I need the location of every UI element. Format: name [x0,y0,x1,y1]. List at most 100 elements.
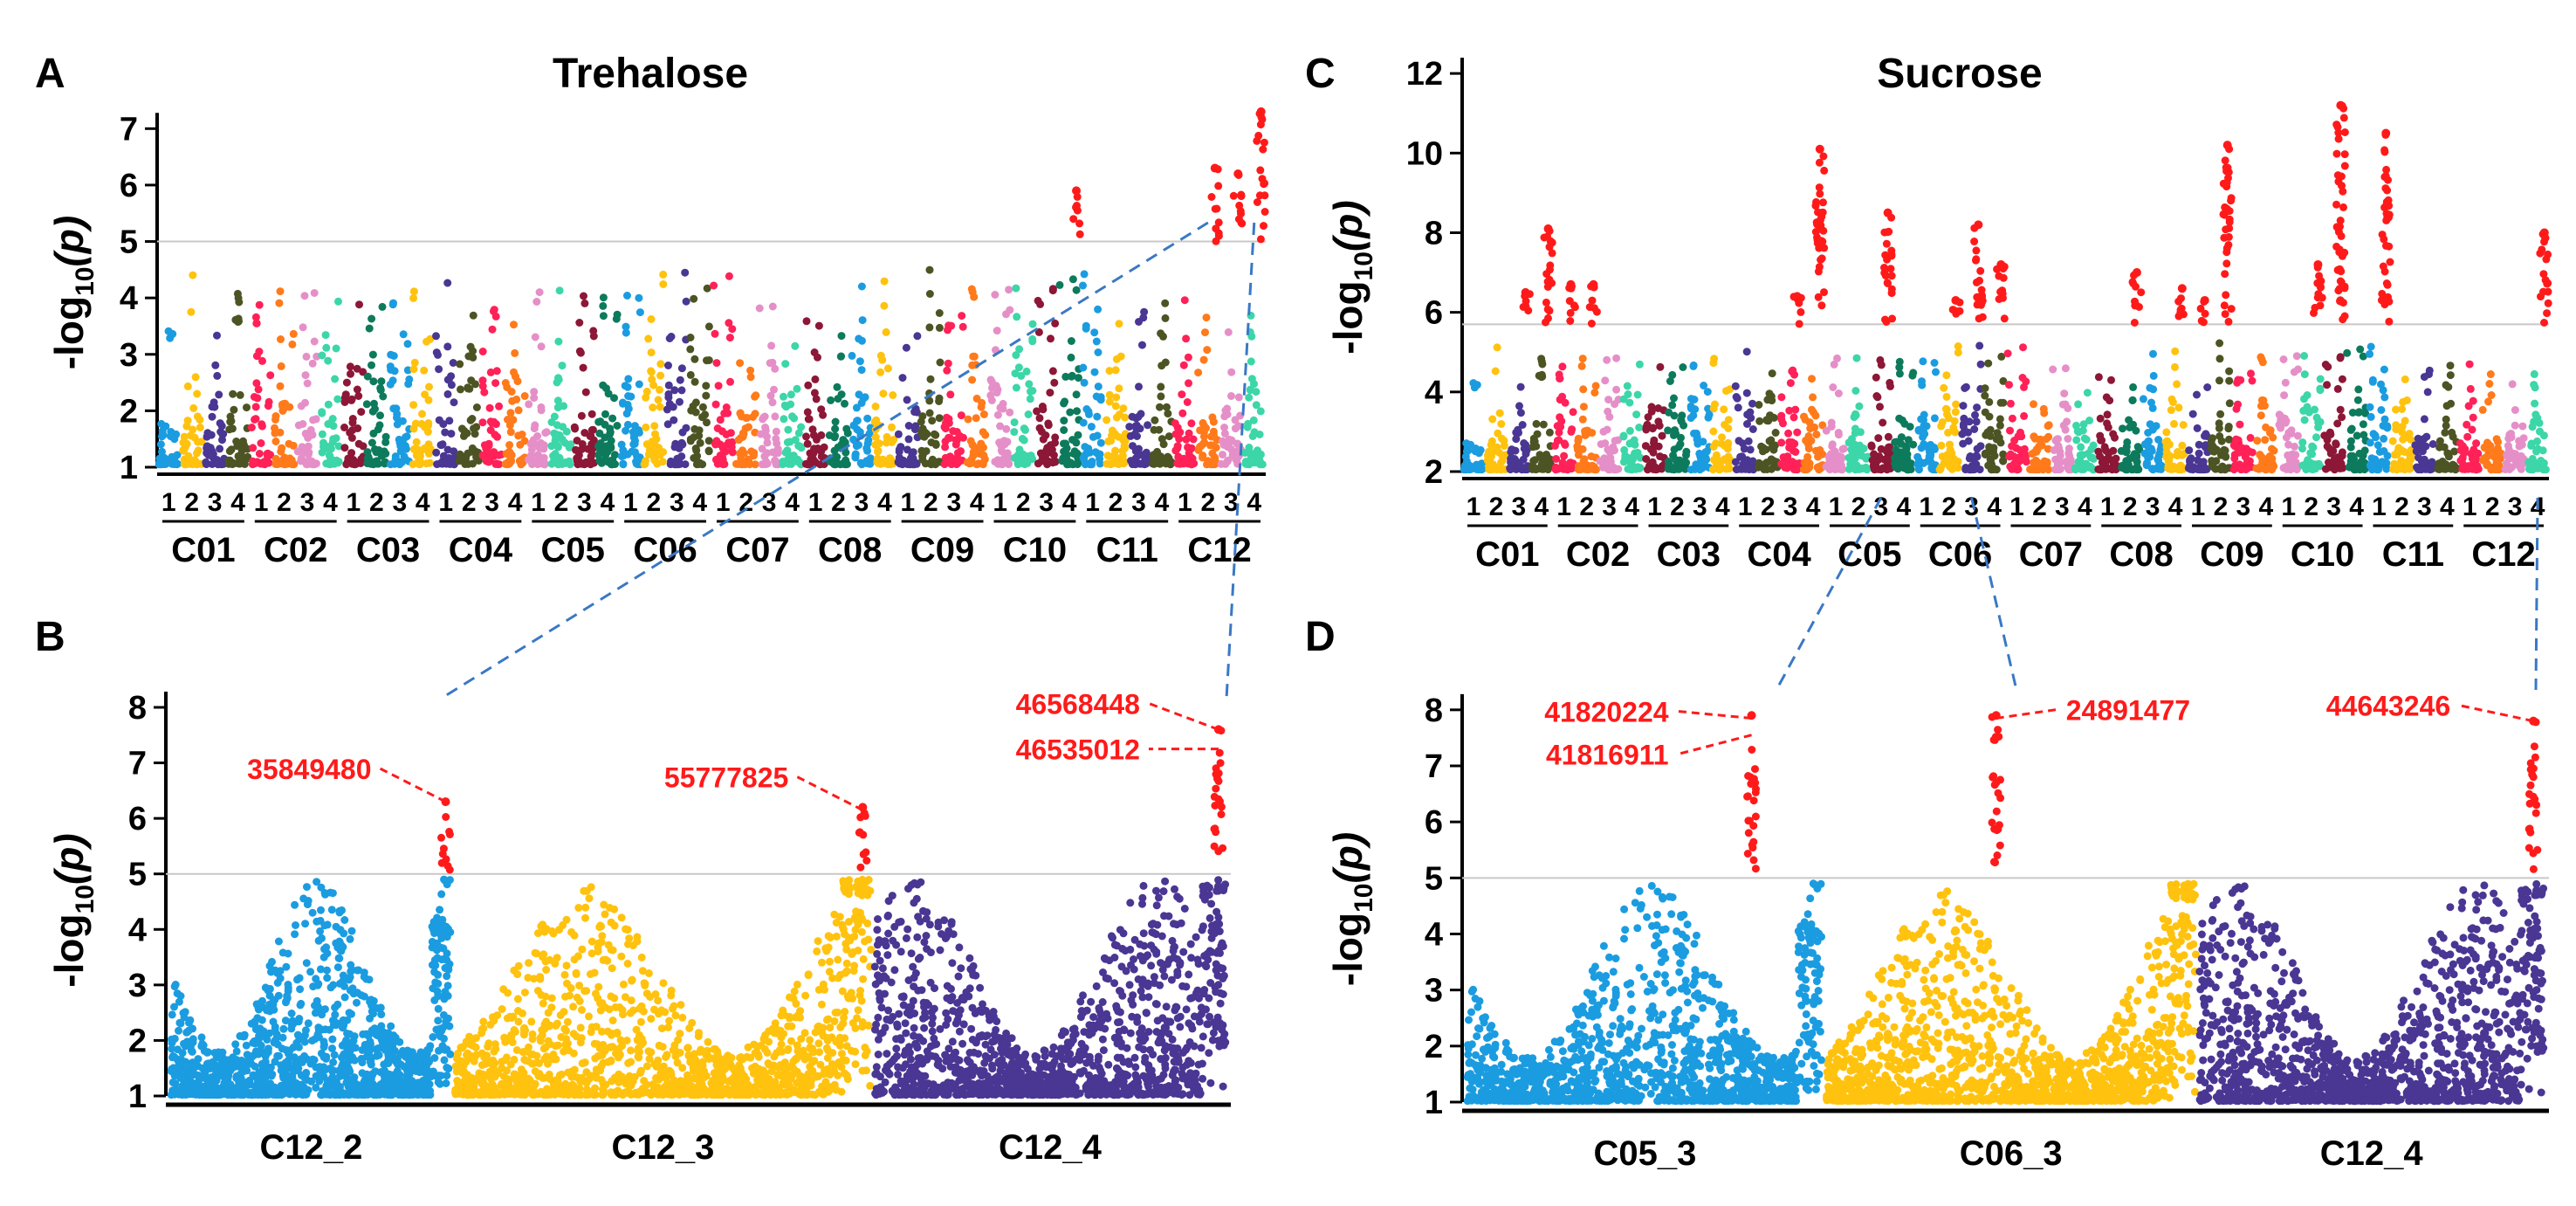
x-tick-label: 3 [300,488,315,517]
data-point [285,454,294,463]
data-point [814,985,823,994]
data-point [530,440,539,448]
data-point [451,1062,460,1071]
data-point [928,455,937,464]
data-point [1171,419,1179,428]
data-point [553,396,562,405]
data-point [843,1075,852,1084]
data-point [189,271,197,279]
data-point [784,425,793,434]
data-point [670,386,679,395]
data-point [1199,432,1208,441]
data-point [670,1002,678,1010]
data-point [284,981,292,989]
data-point [647,367,656,376]
data-point [443,458,451,466]
data-point [438,1023,447,1032]
data-point [342,378,351,387]
data-point [170,1003,178,1011]
data-point [967,455,976,464]
data-point [354,966,363,975]
data-point [195,1090,203,1099]
data-point [530,388,539,396]
data-point [393,420,402,429]
data-point [1080,270,1089,279]
data-point [913,332,922,341]
data-point [771,364,780,373]
data-point [374,1031,382,1040]
data-point [1048,458,1056,466]
data-point [576,1023,585,1032]
data-point [506,1089,515,1098]
data-point [945,433,953,442]
data-point [536,973,545,982]
data-point [664,1023,672,1031]
data-point [807,1045,815,1054]
data-point [409,365,418,374]
data-point [752,1091,760,1099]
data-point [1026,395,1034,403]
data-point [509,416,518,424]
data-point [562,1026,570,1035]
data-point [702,391,711,400]
data-point [757,430,766,438]
data-point [443,1064,451,1072]
data-point [239,437,247,445]
data-point [413,1084,422,1092]
data-point [255,450,264,458]
data-point [371,404,379,413]
data-point [259,1027,268,1036]
data-point [434,1016,443,1025]
data-point [310,460,319,469]
data-point [275,299,284,307]
data-point [252,319,261,327]
data-point [1013,313,1021,321]
data-point [1048,285,1057,293]
data-point [945,321,953,330]
data-point [1033,407,1041,416]
data-point [467,376,476,385]
x-tick-label: 2 [738,488,753,517]
data-point [804,970,813,979]
data-point [443,982,452,990]
y-axis-label-part: (p) [46,216,92,267]
data-point [428,943,436,952]
significant-point [1233,169,1243,178]
data-point [695,1029,703,1037]
data-point [359,1030,368,1038]
data-point [285,1046,294,1055]
data-point [1116,352,1125,361]
data-point [435,1046,443,1055]
data-point [725,272,733,280]
data-point [585,894,594,903]
data-point [310,289,319,297]
data-point [183,382,192,390]
data-point [1157,392,1165,401]
data-point [180,1039,188,1048]
data-point [831,424,840,433]
data-point [690,1074,698,1083]
x-tick-label: 1 [347,488,361,517]
data-point [707,1089,716,1098]
data-point [809,449,818,458]
data-point [554,376,563,384]
data-point [539,999,547,1008]
x-tick-label: 1 [438,488,453,517]
data-point [182,439,191,448]
x-tick-label: 3 [762,488,777,517]
data-point [1128,412,1137,421]
data-point [627,1046,635,1055]
data-point [606,430,615,438]
data-point [863,414,872,423]
data-point [641,457,649,465]
data-point [540,927,549,936]
data-point [302,959,311,968]
data-point [817,452,826,461]
data-point [817,1000,826,1009]
data-point [436,441,445,450]
x-tick-label: 3 [1131,488,1146,517]
data-point [403,340,412,348]
data-point [1080,451,1089,460]
data-point [328,1035,337,1044]
